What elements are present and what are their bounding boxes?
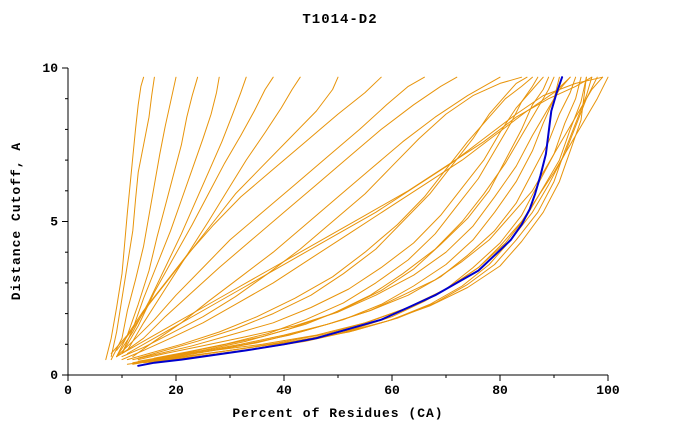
x-tick-label: 80 — [492, 383, 508, 398]
y-tick-label: 5 — [50, 215, 58, 230]
model-curve — [110, 76, 177, 361]
model-curve — [137, 76, 528, 359]
model-curve — [132, 76, 544, 361]
x-tick-label: 40 — [276, 383, 292, 398]
model-curve — [137, 76, 555, 362]
x-tick-label: 20 — [168, 383, 184, 398]
y-tick-label: 10 — [42, 61, 58, 76]
model-curve — [116, 76, 593, 358]
model-curve — [143, 76, 587, 362]
y-axis-label: Distance Cutoff, A — [9, 142, 24, 300]
chart-title: T1014-D2 — [302, 12, 377, 28]
model-curve — [126, 76, 604, 354]
model-curve — [116, 76, 425, 358]
model-curve — [121, 76, 274, 354]
x-axis-label: Percent of Residues (CA) — [232, 406, 443, 421]
model-curve — [121, 76, 523, 358]
series-lines — [105, 76, 609, 367]
model-curve — [126, 76, 533, 361]
model-curve — [132, 76, 577, 364]
highlighted-model-curve — [137, 76, 564, 367]
model-curve — [105, 76, 145, 361]
model-curve — [110, 76, 382, 354]
model-curve — [137, 76, 571, 361]
model-curve — [121, 76, 220, 354]
model-curve — [110, 76, 155, 358]
model-curve — [143, 76, 560, 362]
model-curve — [148, 76, 550, 361]
model-curve — [132, 76, 598, 365]
model-curve — [153, 76, 582, 362]
model-curve — [116, 76, 199, 358]
y-tick-label: 0 — [50, 368, 58, 383]
x-tick-label: 0 — [64, 383, 72, 398]
model-curve — [121, 76, 571, 361]
model-curve — [126, 76, 301, 351]
axes: 0 20 40 60 80 100 0 5 10 — [42, 61, 620, 398]
model-curve — [121, 76, 458, 354]
model-curve — [116, 76, 247, 358]
x-tick-label: 100 — [596, 383, 620, 398]
x-tick-label: 60 — [384, 383, 400, 398]
model-curve — [132, 76, 501, 358]
model-curve — [153, 76, 539, 359]
